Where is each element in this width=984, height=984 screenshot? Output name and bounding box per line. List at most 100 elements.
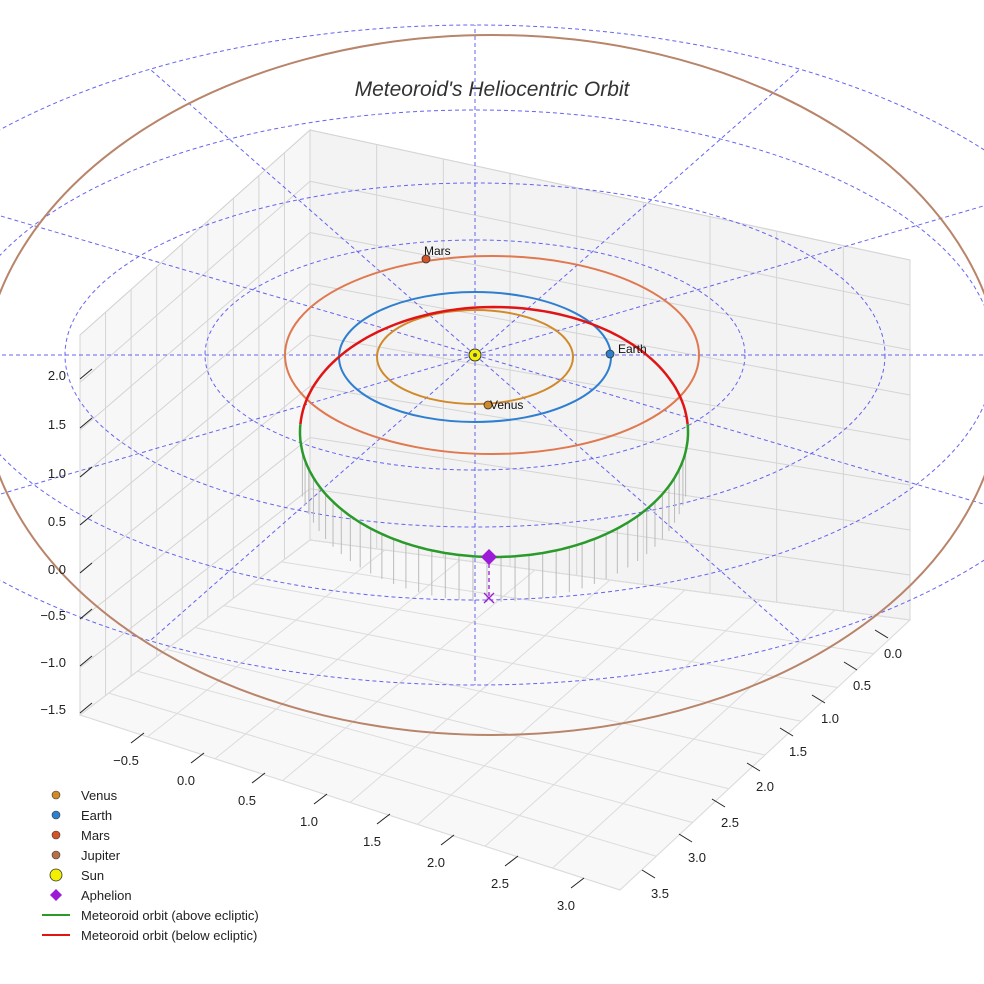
z-tick-label: 1.0 (48, 466, 66, 481)
z-tick-label: −1.5 (40, 702, 66, 717)
grid-line (79, 283, 311, 478)
z-tick-label: −1.0 (40, 655, 66, 670)
x-tick-label: 2.5 (491, 876, 509, 891)
ecliptic-grid (0, 24, 984, 686)
venus-orbit (376, 309, 574, 405)
venus-label: Venus (490, 398, 523, 412)
y-tick-mark (874, 629, 889, 639)
y-tick-label: 3.5 (651, 886, 669, 901)
y-tick-mark (711, 798, 726, 808)
legend-meteoroid-orbit-above-ecliptic-label: Meteoroid orbit (above ecliptic) (81, 908, 259, 923)
legend-mars-label: Mars (81, 828, 110, 843)
legend-jupiter-swatch (51, 850, 61, 860)
grid-line (223, 605, 802, 722)
y-tick-mark (746, 762, 761, 772)
x-tick-mark (313, 793, 328, 805)
y-tick-mark (779, 727, 794, 737)
grid-line (252, 583, 838, 688)
grid-line (309, 232, 911, 351)
ecliptic-spoke (474, 354, 801, 642)
chart-title: Meteoroid's Heliocentric Orbit (355, 78, 631, 101)
z-tick-label: 1.5 (48, 417, 66, 432)
grid-line (552, 609, 836, 869)
legend-earth-label: Earth (81, 808, 112, 823)
x-tick-label: 3.0 (557, 898, 575, 913)
z-tick-mark (79, 655, 93, 667)
z-tick-label: 0.0 (48, 562, 66, 577)
z-tick-mark (79, 417, 93, 429)
x-tick-mark (504, 855, 519, 867)
legend: Venus Earth Mars Jupiter Sun Aphelion Meteoroi… (42, 788, 259, 943)
z-tick-mark (79, 562, 93, 574)
grid-line (309, 437, 911, 531)
aphelion-marker (481, 549, 497, 565)
grid-line (79, 180, 311, 383)
grid-line (309, 180, 911, 306)
grid-line (79, 385, 311, 573)
legend-jupiter-label: Jupiter (81, 848, 121, 863)
legend-mars-swatch (51, 830, 61, 840)
x-tick-mark (440, 834, 455, 846)
pane-back (309, 129, 911, 621)
legend-venus-label: Venus (81, 788, 118, 803)
y-tick-mark (678, 833, 693, 843)
y-tick-mark (811, 694, 826, 704)
y-tick-mark (641, 869, 656, 879)
y-tick-label: 1.0 (821, 711, 839, 726)
ecliptic-spoke (149, 354, 476, 642)
y-tick-label: 0.0 (884, 646, 902, 661)
venus-marker (483, 400, 493, 410)
jupiter-orbit (0, 34, 984, 736)
legend-sun-swatch (49, 868, 63, 882)
z-tick-label: 0.5 (48, 514, 66, 529)
z-tick-label: 2.0 (48, 368, 66, 383)
grid-line (309, 539, 911, 621)
grid-line (194, 627, 766, 756)
z-tick-mark (79, 368, 93, 380)
z-tick-mark (79, 514, 93, 526)
grid-line (79, 437, 311, 621)
y-tick-label: 2.0 (756, 779, 774, 794)
legend-venus-swatch (51, 790, 61, 800)
mars-orbit (284, 255, 700, 455)
x-tick-mark (570, 877, 585, 889)
x-tick-mark (130, 732, 145, 744)
x-tick-label: 2.0 (427, 855, 445, 870)
legend-aphelion-label: Aphelion (81, 888, 132, 903)
y-tick-label: 0.5 (853, 678, 871, 693)
x-tick-label: 1.5 (363, 834, 381, 849)
grid-line (417, 589, 686, 825)
earth-marker (605, 349, 615, 359)
sun-core (473, 353, 477, 357)
x-tick-mark (376, 813, 391, 825)
x-tick-mark (251, 772, 266, 784)
legend-earth-swatch (51, 810, 61, 820)
grid-line (309, 283, 911, 396)
axis-ticks: 2.0 1.5 1.0 0.5 0.0 −0.5 −1.0 −1.5 −0.5 0.0 0.5 1.0… (40, 368, 902, 913)
y-tick-label: 2.5 (721, 815, 739, 830)
ecliptic-spoke (149, 68, 476, 356)
z-tick-mark (79, 702, 93, 714)
grid-line (619, 619, 911, 891)
z-tick-label: −0.5 (40, 608, 66, 623)
x-tick-label: 1.0 (300, 814, 318, 829)
x-tick-label: 0.5 (238, 793, 256, 808)
grid-line (309, 129, 911, 261)
grid-lines (79, 129, 911, 891)
grid-line (281, 561, 874, 655)
x-tick-label: −0.5 (113, 753, 139, 768)
grid-line (79, 232, 311, 431)
legend-sun-label: Sun (81, 868, 104, 883)
drop-lines (301, 451, 687, 602)
legend-aphelion-swatch (50, 889, 62, 901)
grid-line (309, 334, 911, 441)
y-tick-mark (843, 661, 858, 671)
ecliptic-spoke (474, 68, 801, 356)
z-tick-mark (79, 466, 93, 478)
mars-label: Mars (424, 244, 451, 258)
x-tick-mark (190, 752, 205, 764)
grid-line (79, 334, 311, 526)
mars-marker (421, 254, 431, 264)
earth-label: Earth (618, 342, 647, 356)
markers: Mars Earth Venus (421, 244, 647, 604)
